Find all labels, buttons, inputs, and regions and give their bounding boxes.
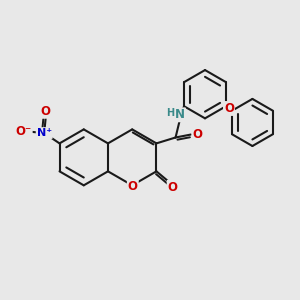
- Text: O⁻: O⁻: [16, 125, 32, 138]
- Text: N: N: [175, 108, 185, 121]
- Text: O: O: [168, 181, 178, 194]
- Text: N⁺: N⁺: [37, 128, 52, 138]
- Text: O: O: [192, 128, 203, 141]
- Text: O: O: [41, 105, 51, 118]
- Text: O: O: [128, 180, 138, 193]
- Text: O: O: [224, 102, 234, 115]
- Text: H: H: [167, 108, 175, 118]
